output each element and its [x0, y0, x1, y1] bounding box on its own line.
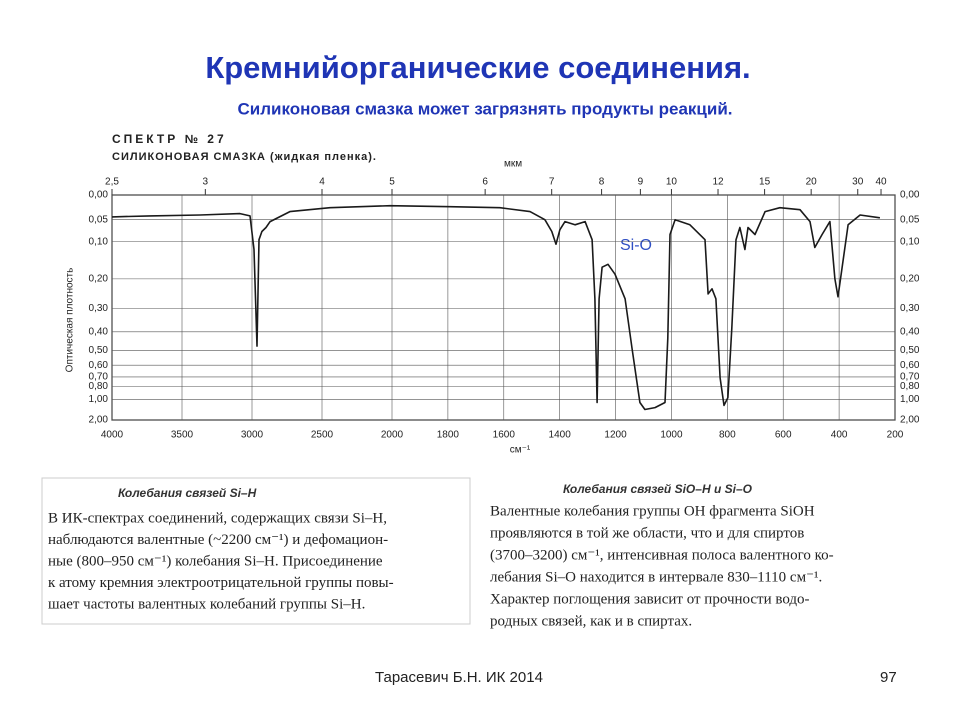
- paragraph-line: Валентные колебания группы OH фрагмента …: [490, 503, 815, 519]
- paragraph-line: В ИК-спектрах соединений, содержащих свя…: [48, 510, 387, 526]
- y-tick-label: 0,60: [89, 360, 109, 371]
- x2-tick-label: 5: [389, 177, 395, 188]
- y-tick-label: 2,00: [89, 415, 109, 426]
- x2-tick-label: 6: [482, 177, 488, 188]
- y-tick-label: 0,05: [89, 214, 109, 225]
- x2-tick-label: 30: [852, 177, 864, 188]
- y-tick-label: 0,80: [900, 381, 920, 392]
- spectrum-subtitle: СИЛИКОНОВАЯ СМАЗКА (жидкая пленка).: [112, 151, 377, 163]
- y-tick-label: 0,10: [89, 236, 109, 247]
- y-tick-label: 0,00: [900, 190, 920, 201]
- y-tick-label: 0,10: [900, 236, 920, 247]
- x2-tick-label: 2,5: [105, 177, 119, 188]
- y-tick-label: 0,30: [900, 303, 920, 314]
- x-tick-label: 2500: [311, 430, 334, 441]
- paragraph-line: (3700–3200) см⁻¹, интенсивная полоса вал…: [490, 547, 834, 563]
- y-tick-label: 0,40: [900, 326, 920, 337]
- paragraph-line: к атому кремния электроотрицательной гру…: [48, 575, 394, 591]
- x2-axis-label: мкм: [504, 159, 522, 170]
- y-tick-label: 0,20: [900, 274, 920, 285]
- y-tick-label: 0,80: [89, 381, 109, 392]
- box-heading: Колебания связей SiO–H и Si–O: [563, 482, 753, 496]
- x-tick-label: 4000: [101, 430, 124, 441]
- x-tick-label: 200: [887, 430, 904, 441]
- x2-tick-label: 8: [599, 177, 605, 188]
- x2-tick-label: 12: [712, 177, 724, 188]
- paragraph-line: наблюдаются валентные (~2200 см⁻¹) и деф…: [48, 532, 388, 548]
- slide-title: Кремнийорганические соединения.: [205, 50, 750, 85]
- y-tick-label: 0,00: [89, 190, 109, 201]
- x-tick-label: 1800: [437, 430, 460, 441]
- x2-tick-label: 20: [806, 177, 818, 188]
- x2-tick-label: 9: [638, 177, 644, 188]
- x2-tick-label: 10: [666, 177, 678, 188]
- x-tick-label: 1000: [660, 430, 683, 441]
- x-tick-label: 1200: [604, 430, 627, 441]
- y-tick-label: 0,30: [89, 303, 109, 314]
- x-tick-label: 1600: [493, 430, 516, 441]
- paragraph-line: шает частоты валентных колебаний группы …: [48, 596, 365, 612]
- page-number: 97: [880, 669, 897, 686]
- y-tick-label: 0,70: [900, 372, 920, 383]
- paragraph-line: ные (800–950 см⁻¹) колебания Si–H. Присо…: [48, 553, 383, 569]
- y-tick-label: 0,70: [89, 372, 109, 383]
- y-tick-label: 0,05: [900, 214, 920, 225]
- x-axis-label: см⁻¹: [510, 445, 531, 456]
- x-tick-label: 3500: [171, 430, 194, 441]
- x2-tick-label: 15: [759, 177, 771, 188]
- footer: Тарасевич Б.Н. ИК 2014: [375, 669, 543, 686]
- left-box: [41, 477, 471, 625]
- x2-tick-label: 40: [875, 177, 887, 188]
- y-tick-label: 2,00: [900, 415, 920, 426]
- x-tick-label: 400: [831, 430, 848, 441]
- y-tick-label: 0,50: [89, 345, 109, 356]
- y-tick-label: 0,20: [89, 274, 109, 285]
- y-tick-label: 0,50: [900, 345, 920, 356]
- paragraph-line: лебания Si–O находится в интервале 830–1…: [490, 569, 822, 585]
- x2-tick-label: 4: [319, 177, 325, 188]
- spectrum-line: [111, 204, 881, 411]
- paragraph-line: родных связей, как и в спиртах.: [490, 613, 692, 629]
- x-tick-label: 2000: [381, 430, 404, 441]
- paragraph-line: проявляются в той же области, что и для …: [490, 525, 804, 541]
- spectrum-title: СПЕКТР № 27: [112, 132, 227, 146]
- y-tick-label: 1,00: [89, 394, 109, 405]
- y-tick-label: 0,40: [89, 326, 109, 337]
- slide-subtitle: Силиконовая смазка может загрязнять прод…: [237, 99, 732, 118]
- x-tick-label: 3000: [241, 430, 264, 441]
- x-tick-label: 800: [719, 430, 736, 441]
- x-tick-label: 600: [775, 430, 792, 441]
- x2-tick-label: 3: [203, 177, 209, 188]
- x-tick-label: 1400: [549, 430, 572, 441]
- y-axis-label: Оптическая плотность: [65, 268, 76, 373]
- paragraph-line: Характер поглощения зависит от прочности…: [490, 591, 810, 607]
- y-tick-label: 1,00: [900, 394, 920, 405]
- annotation: Si-O: [620, 237, 652, 254]
- box-heading: Колебания связей Si–H: [118, 486, 257, 500]
- x2-tick-label: 7: [549, 177, 555, 188]
- y-tick-label: 0,60: [900, 360, 920, 371]
